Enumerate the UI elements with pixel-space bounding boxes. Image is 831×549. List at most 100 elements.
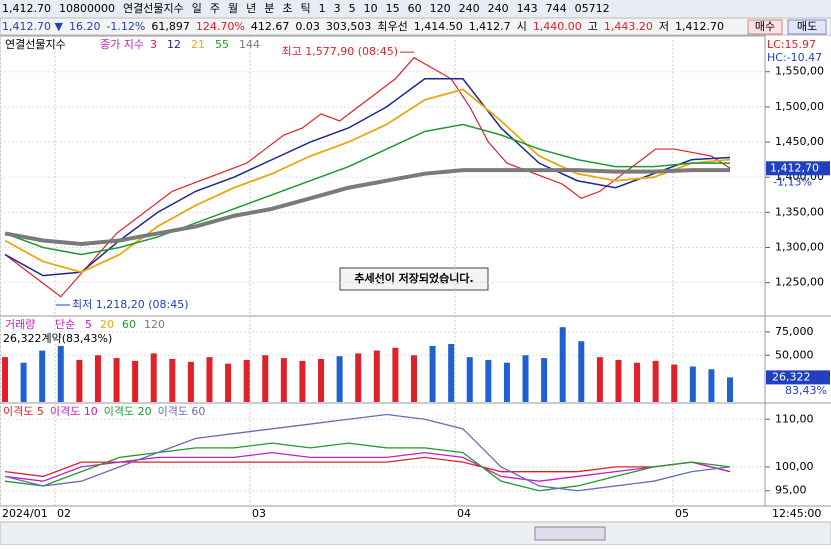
- legend-entry: 5: [85, 318, 92, 331]
- panel-title: 거래량: [5, 318, 35, 331]
- volume-bar: [578, 341, 585, 402]
- toolbar-item: 143: [517, 2, 538, 15]
- volume-ratio: 83,43%: [785, 384, 827, 397]
- toolbar-item: 3: [334, 2, 341, 15]
- volume-bar: [652, 360, 659, 402]
- quote-item: 412.67: [251, 20, 290, 33]
- series-line: [4, 451, 731, 482]
- legend-entry: 20: [100, 318, 114, 331]
- volume-bar: [39, 350, 46, 402]
- y-tick-label: 75,000: [775, 325, 814, 338]
- volume-bar: [318, 359, 325, 402]
- last-volume-box: [766, 370, 830, 385]
- sell-label[interactable]: 매도: [797, 20, 817, 33]
- date-label: 2024/01: [2, 507, 48, 520]
- legend-entry: 이격도 5: [3, 405, 44, 418]
- series-line: [4, 413, 731, 492]
- quote-item: 1,412.7: [469, 20, 511, 33]
- toolbar-item: 10800000: [59, 2, 115, 15]
- legend-entry: 144: [239, 38, 260, 51]
- volume-bar: [541, 358, 548, 402]
- quote-item: 1,412.70: [675, 20, 724, 33]
- series-line: [4, 456, 731, 478]
- volume-bar: [522, 355, 529, 402]
- quote-item: 1,440.00: [533, 20, 582, 33]
- series-line: [4, 442, 731, 492]
- toolbar-item: 월: [228, 2, 238, 15]
- volume-bar: [225, 363, 232, 402]
- y-tick-label: 50,000: [775, 348, 814, 361]
- last-price-box: [766, 161, 830, 176]
- volume-bar: [615, 359, 622, 402]
- toolbar-item: 5: [349, 2, 356, 15]
- legend-entry: 60: [122, 318, 136, 331]
- volume-bar: [187, 361, 194, 402]
- volume-bar: [57, 345, 64, 402]
- low-label: 최저 1,218,20 (08:45): [72, 298, 189, 311]
- y-tick-label: 1,500,00: [775, 100, 824, 113]
- volume-bar: [169, 359, 176, 402]
- series-line: [4, 56, 731, 298]
- volume-bar: [410, 355, 417, 402]
- last-price: 1,412,70: [770, 161, 819, 174]
- last-change: -1,13%: [773, 175, 812, 188]
- quote-item: 1,414.50: [414, 20, 463, 33]
- quote-item: 시: [517, 20, 527, 33]
- toolbar-item: 초: [282, 2, 292, 15]
- volume-bar: [76, 359, 83, 402]
- volume-bar: [671, 364, 678, 402]
- legend-entry: 이격도 20: [104, 405, 152, 418]
- toolbar-item: 240: [488, 2, 509, 15]
- quote-item: 124.70%: [196, 20, 245, 33]
- quote-item: 1,443.20: [604, 20, 653, 33]
- volume-bar: [634, 362, 641, 402]
- scroll-thumb[interactable]: [534, 526, 606, 541]
- quote-item: 16.20: [69, 20, 101, 33]
- volume-bar: [132, 360, 139, 402]
- quote-item: 최우선: [377, 20, 407, 33]
- buy-label[interactable]: 매수: [755, 20, 775, 33]
- y-tick-label: 1,450,00: [775, 135, 824, 148]
- panel-title: 연결선물지수: [5, 38, 66, 51]
- date-label: 02: [57, 507, 71, 520]
- legend-entry: 이격도 10: [50, 405, 98, 418]
- y-tick-label: 1,550,00: [775, 65, 824, 78]
- toolbar-item: 05712: [575, 2, 610, 15]
- quote-item: -1.12%: [106, 20, 145, 33]
- toolbar-item: 1,412.70: [2, 2, 51, 15]
- legend-label: 종가 지수: [100, 38, 144, 51]
- sell-button[interactable]: [787, 19, 827, 35]
- series-line: [4, 88, 731, 274]
- volume-bar: [485, 359, 492, 402]
- volume-bar: [94, 355, 101, 402]
- series-line: [4, 123, 730, 256]
- legend-label: 단순: [55, 318, 75, 331]
- volume-bar: [20, 362, 27, 402]
- legend-entry: 12: [167, 38, 181, 51]
- series-line: [4, 78, 731, 277]
- date-label: 04: [457, 507, 471, 520]
- hc: HC:-10.47: [767, 51, 822, 64]
- volume-bar: [299, 360, 306, 402]
- quote-item: 고: [588, 20, 598, 33]
- y-tick-label: 1,350,00: [775, 205, 824, 218]
- y-tick-label: 1,300,00: [775, 241, 824, 254]
- volume-bar: [708, 369, 715, 402]
- volume-bar: [466, 357, 473, 402]
- volume-bar: [243, 359, 250, 402]
- date-label: 05: [675, 507, 689, 520]
- volume-bar: [280, 358, 287, 402]
- quote-item: 저: [659, 20, 669, 33]
- toolbar-item: 60: [408, 2, 422, 15]
- scrollbar[interactable]: [0, 521, 831, 546]
- toolbar-item: 년: [246, 2, 256, 15]
- y-tick-label: 1,250,00: [775, 276, 824, 289]
- buy-button[interactable]: [747, 19, 783, 35]
- toolbar-item: 744: [546, 2, 567, 15]
- volume-bar: [596, 357, 603, 402]
- volume-bar: [392, 347, 399, 402]
- lc: LC:15.97: [767, 38, 816, 51]
- toolbar-item: 1: [319, 2, 326, 15]
